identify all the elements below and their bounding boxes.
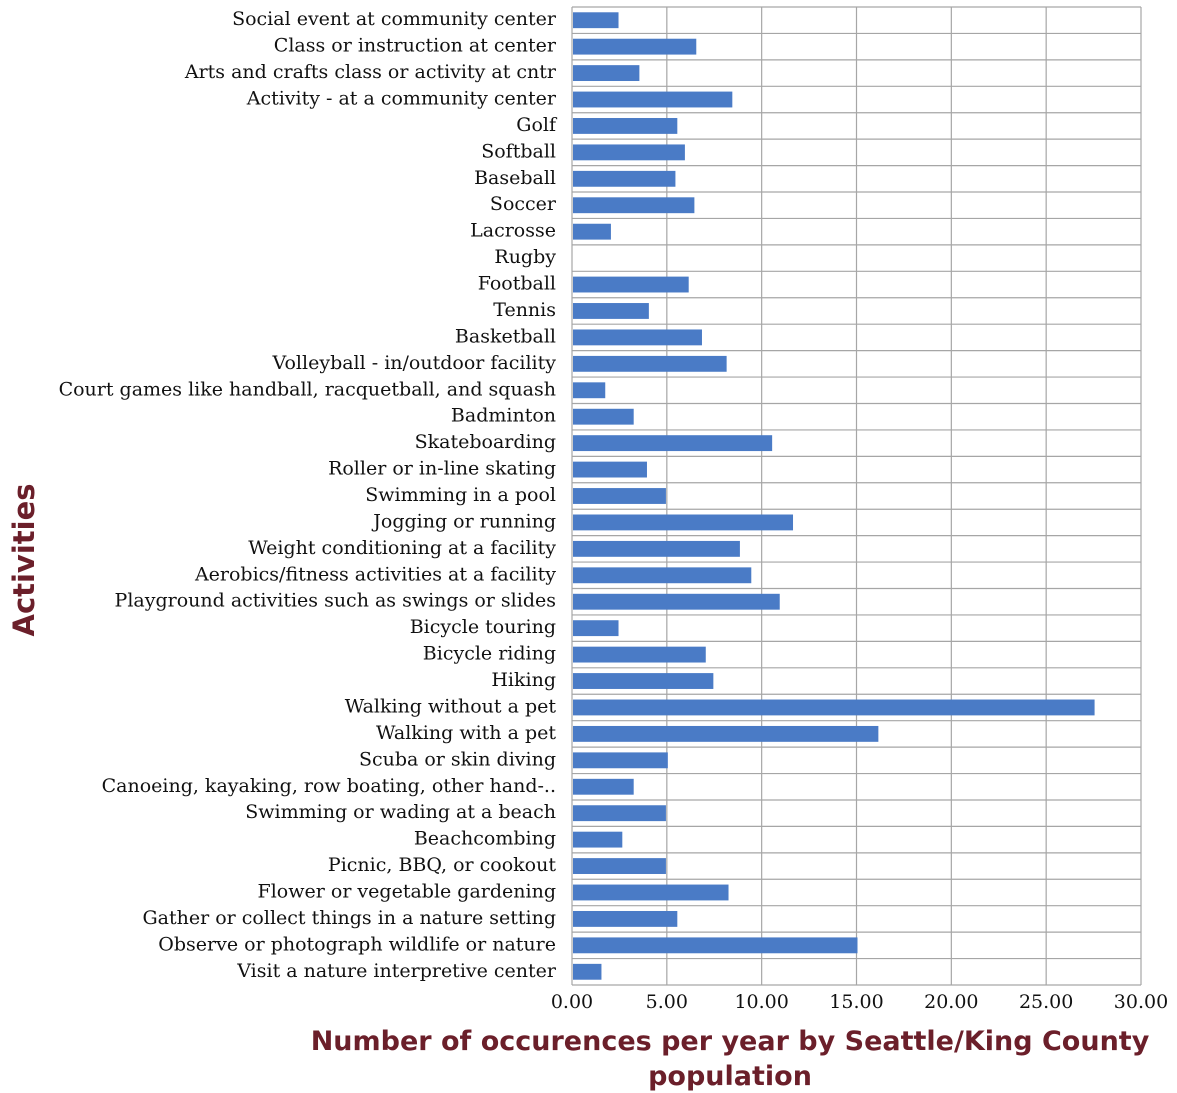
bar <box>573 725 879 742</box>
x-tick-label: 15.00 <box>829 991 883 1013</box>
category-label: Hiking <box>491 669 556 691</box>
bar <box>573 408 634 425</box>
category-label: Picnic, BBQ, or cookout <box>328 854 556 876</box>
y-axis-title: Activities <box>7 483 41 636</box>
category-label: Activity - at a community center <box>246 88 557 110</box>
category-label: Social event at community center <box>232 8 557 30</box>
category-label: Swimming or wading at a beach <box>245 801 556 823</box>
category-label: Visit a nature interpretive center <box>236 960 557 982</box>
category-label: Skateboarding <box>415 431 556 453</box>
bar <box>573 355 727 372</box>
bar <box>573 144 685 161</box>
category-label: Walking with a pet <box>376 722 556 744</box>
category-label: Golf <box>516 114 558 136</box>
category-label: Volleyball - in/outdoor facility <box>272 352 557 374</box>
x-tick-label: 10.00 <box>734 991 788 1013</box>
bar <box>573 38 697 55</box>
bar <box>573 646 706 663</box>
bar <box>573 805 666 822</box>
bar <box>573 65 640 82</box>
category-label: Walking without a pet <box>345 695 557 717</box>
x-axis-title-line-2: population <box>648 1061 812 1092</box>
bar <box>573 435 773 452</box>
category-label: Roller or in-line skating <box>328 458 556 480</box>
category-label: Class or instruction at center <box>274 35 557 57</box>
bar <box>573 461 647 478</box>
category-label: Canoeing, kayaking, row boating, other h… <box>102 775 556 797</box>
bar <box>573 197 695 214</box>
category-labels: Social event at community center Class or… <box>59 8 558 982</box>
bar <box>573 831 623 848</box>
category-label: Flower or vegetable gardening <box>258 880 556 902</box>
bar <box>573 540 740 557</box>
category-label: Badminton <box>451 405 556 427</box>
bar <box>573 118 678 134</box>
x-tick-label: 5.00 <box>646 991 688 1013</box>
bar <box>573 170 676 187</box>
category-label: Softball <box>481 140 556 162</box>
bar <box>573 329 702 346</box>
bar <box>573 963 602 980</box>
bar <box>573 910 678 927</box>
category-label: Football <box>478 273 556 295</box>
category-label: Beachcombing <box>414 828 556 850</box>
category-label: Arts and crafts class or activity at cnt… <box>184 61 557 83</box>
x-tick-label: 30.00 <box>1114 991 1168 1013</box>
category-label: Lacrosse <box>470 220 556 242</box>
category-label: Playground activities such as swings or … <box>115 590 556 612</box>
bar <box>573 567 752 584</box>
x-tick-label: 20.00 <box>924 991 978 1013</box>
bar <box>573 223 611 240</box>
category-label: Gather or collect things in a nature set… <box>142 907 556 929</box>
category-label: Scuba or skin diving <box>359 748 556 770</box>
category-label: Jogging or running <box>371 510 556 532</box>
category-label: Swimming in a pool <box>365 484 556 506</box>
category-label: Weight conditioning at a facility <box>248 537 556 559</box>
bar <box>573 488 666 504</box>
bar <box>573 276 689 293</box>
category-label: Tennis <box>493 299 556 321</box>
bar <box>573 752 668 769</box>
category-label: Bicycle touring <box>410 616 556 638</box>
bar <box>573 620 619 637</box>
category-label: Rugby <box>494 246 556 268</box>
x-tick-label: 25.00 <box>1019 991 1073 1013</box>
category-label: Soccer <box>490 193 557 215</box>
bar <box>573 514 794 531</box>
category-label: Observe or photograph wildlife or nature <box>158 933 556 955</box>
x-tick-label: 0.00 <box>551 991 593 1013</box>
bar <box>573 937 858 954</box>
bar <box>573 858 666 874</box>
bar <box>573 699 1095 716</box>
x-tick-labels: 0.00 5.00 10.00 15.00 20.00 25.00 30.00 <box>551 991 1168 1013</box>
bar <box>573 778 634 795</box>
grid-lines <box>571 6 1142 986</box>
bar <box>573 673 714 689</box>
bar <box>573 884 729 901</box>
category-label: Aerobics/fitness activities at a facilit… <box>194 563 556 585</box>
bar <box>573 91 733 108</box>
category-label: Baseball <box>474 167 556 189</box>
bar <box>573 593 780 610</box>
x-axis-title-line-1: Number of occurences per year by Seattle… <box>311 1026 1150 1057</box>
bar <box>573 382 606 399</box>
category-label: Basketball <box>455 325 556 347</box>
bars <box>573 12 1095 980</box>
bar <box>573 12 619 29</box>
category-label: Bicycle riding <box>423 643 556 665</box>
category-label: Court games like handball, racquetball, … <box>59 378 556 400</box>
bar <box>573 303 649 319</box>
